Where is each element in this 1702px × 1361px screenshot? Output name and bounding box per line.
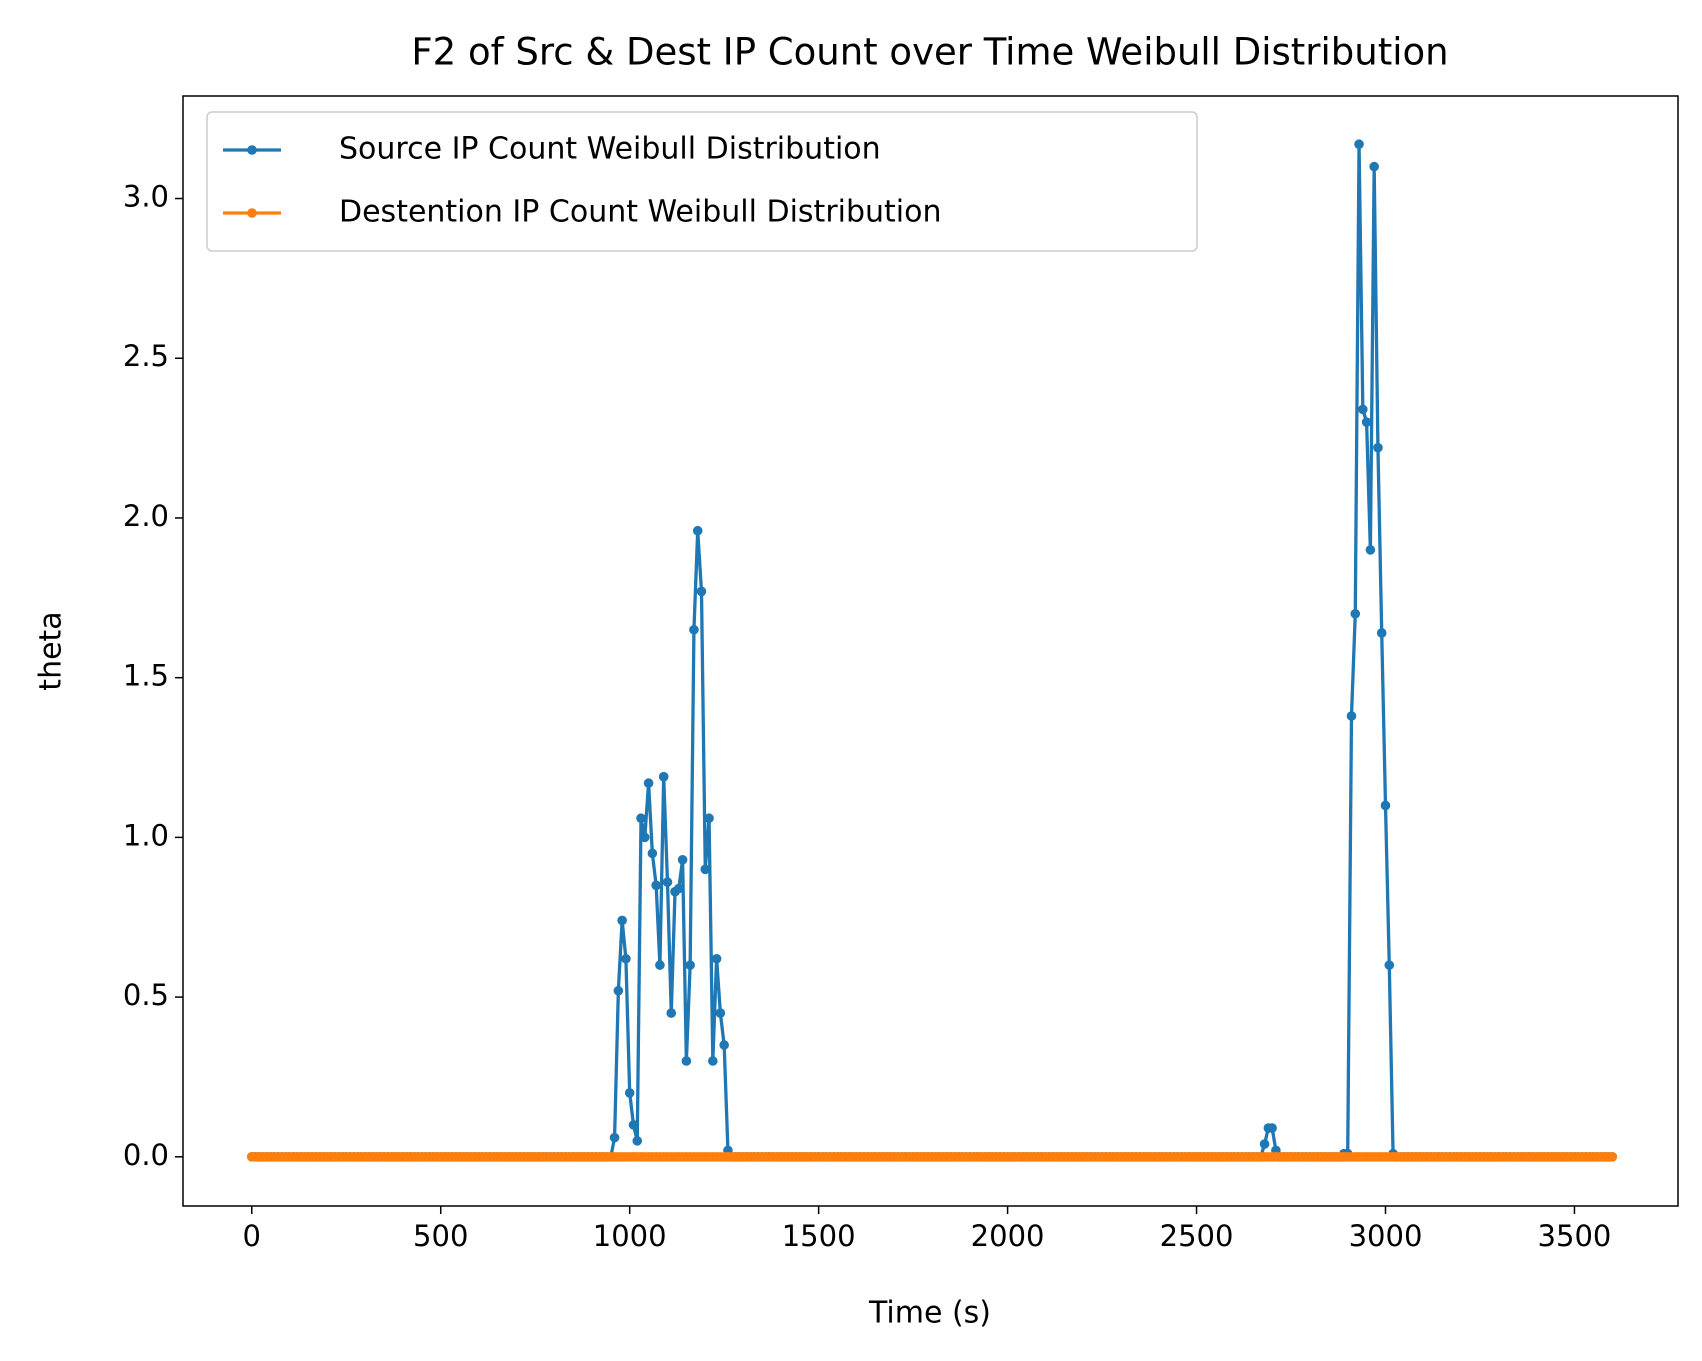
legend-marker — [247, 208, 257, 218]
series — [246, 139, 1618, 1162]
x-tick-label: 2000 — [971, 1219, 1045, 1253]
chart-title: F2 of Src & Dest IP Count over Time Weib… — [411, 31, 1448, 74]
point — [1607, 1152, 1618, 1162]
y-tick-label: 3.0 — [123, 180, 169, 214]
point — [658, 771, 669, 782]
legend-marker — [247, 145, 257, 155]
point — [1259, 1139, 1270, 1149]
x-tick-label: 0 — [243, 1219, 261, 1253]
y-tick-label: 0.0 — [123, 1138, 169, 1172]
point — [1358, 404, 1368, 415]
x-tick-label: 3000 — [1349, 1219, 1423, 1253]
point — [1267, 1123, 1277, 1133]
point — [704, 813, 714, 824]
point — [647, 848, 658, 859]
point — [609, 1132, 620, 1143]
point — [1350, 608, 1361, 619]
point — [1373, 442, 1383, 453]
y-tick-label: 0.5 — [123, 978, 169, 1012]
point — [1369, 161, 1379, 172]
legend-box — [206, 111, 1198, 252]
point — [1354, 139, 1364, 150]
point — [655, 960, 665, 970]
series-line — [251, 142, 1613, 1159]
point — [1376, 628, 1387, 638]
y-tick-label: 1.0 — [123, 818, 169, 852]
x-tick-label: 1500 — [782, 1219, 856, 1253]
point — [681, 1056, 692, 1066]
point — [689, 624, 699, 635]
point — [715, 1008, 726, 1018]
point — [617, 915, 627, 926]
point — [677, 854, 688, 865]
point — [613, 985, 624, 996]
point — [666, 1008, 677, 1018]
point — [692, 525, 703, 536]
point — [636, 813, 646, 824]
point — [624, 1088, 635, 1098]
legend-label: Source IP Count Weibull Distribution — [339, 132, 881, 167]
point — [1346, 711, 1357, 721]
y-tick-label: 2.0 — [123, 499, 169, 533]
point — [1365, 545, 1376, 555]
point — [685, 960, 695, 970]
point — [628, 1120, 639, 1130]
point — [719, 1040, 729, 1050]
point — [643, 778, 654, 788]
x-tick-label: 1000 — [593, 1219, 667, 1253]
x-tick-label: 500 — [413, 1219, 468, 1253]
point — [621, 953, 631, 964]
point — [711, 953, 722, 964]
y-tick-label: 1.5 — [123, 659, 169, 693]
plot-frame — [182, 95, 1679, 1207]
point — [696, 586, 707, 597]
point — [1380, 800, 1391, 811]
point — [662, 877, 673, 887]
y-axis-label: theta — [34, 611, 69, 690]
point — [632, 1136, 643, 1146]
point — [674, 883, 684, 894]
point — [708, 1056, 718, 1066]
x-axis-label: Time (s) — [868, 1296, 991, 1331]
x-tick-label: 3500 — [1538, 1219, 1612, 1253]
point — [651, 880, 661, 891]
x-tick-label: 2500 — [1160, 1219, 1234, 1253]
point — [700, 864, 711, 875]
point — [640, 832, 650, 843]
series — [246, 1152, 1618, 1162]
point — [1361, 417, 1372, 427]
point — [1384, 960, 1395, 970]
y-tick-label: 2.5 — [123, 339, 169, 373]
legend-label: Destention IP Count Weibull Distribution — [339, 195, 942, 230]
